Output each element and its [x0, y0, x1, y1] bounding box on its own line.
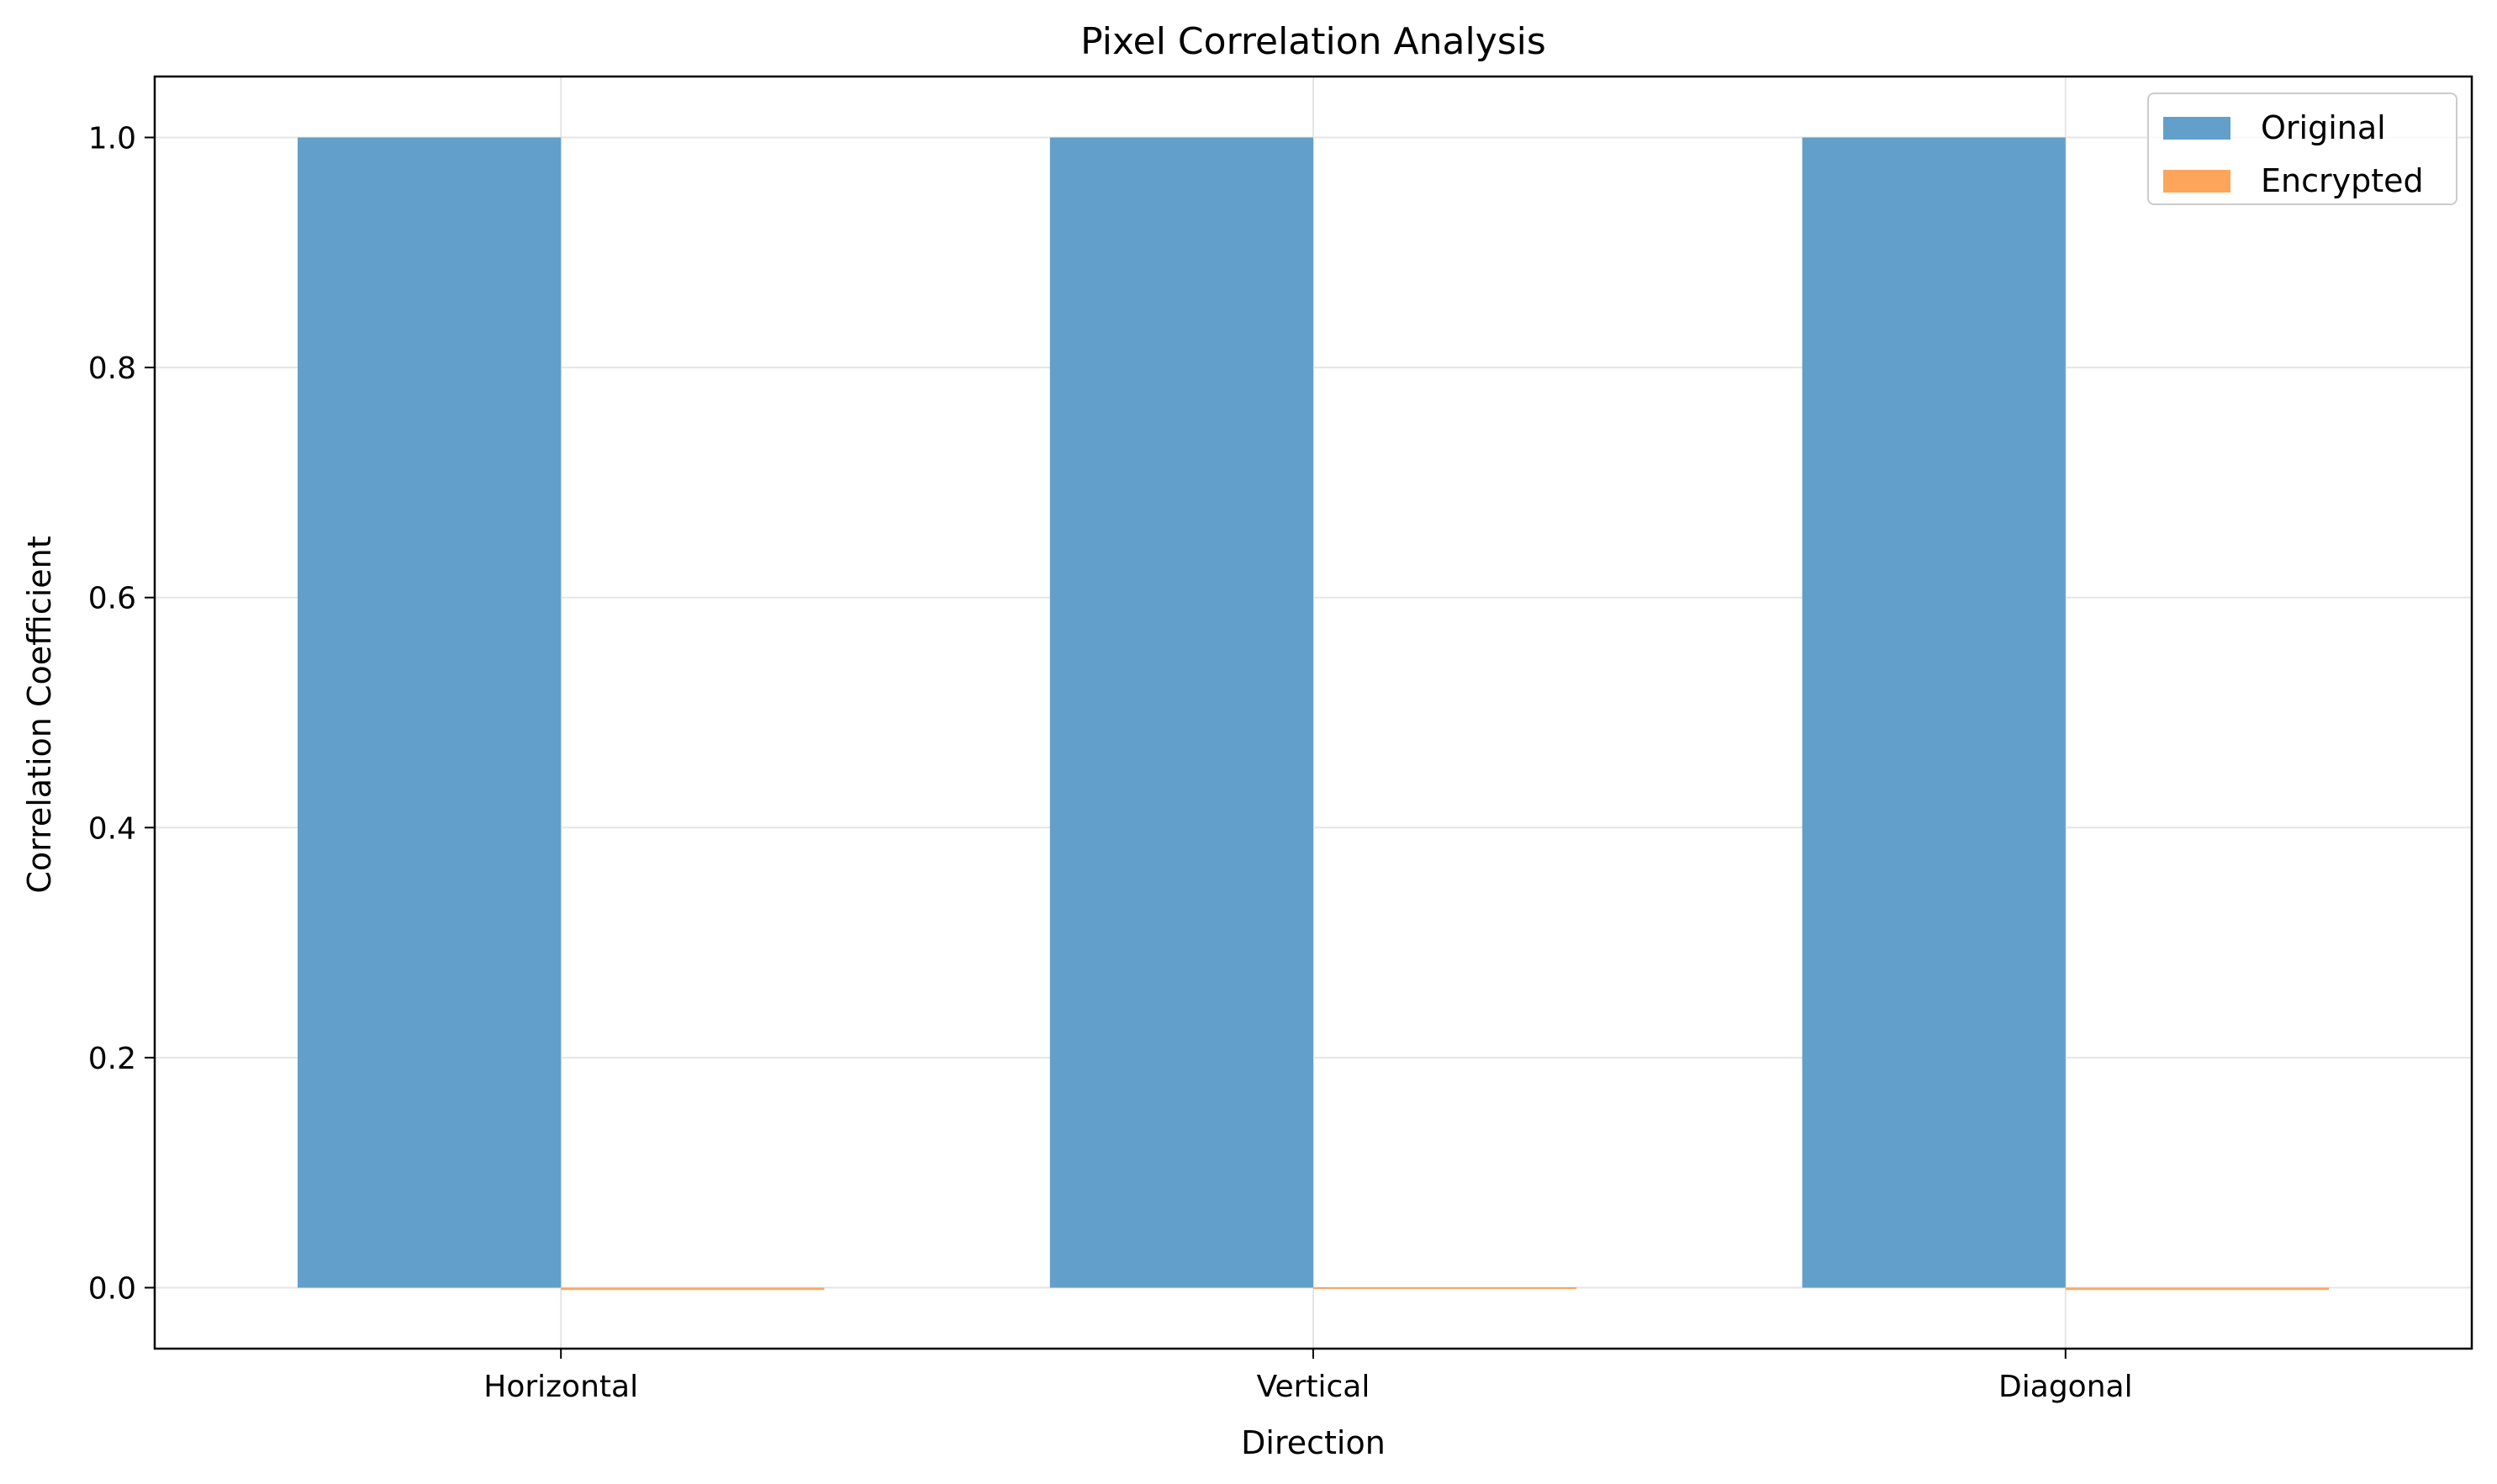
x-tick-label: Diagonal — [1998, 1370, 2133, 1404]
legend-label-original: Original — [2261, 109, 2386, 146]
bar-encrypted-vertical — [1313, 1286, 1577, 1289]
y-tick-label: 0.8 — [88, 351, 136, 386]
y-tick-label: 0.6 — [88, 582, 136, 616]
y-tick-label: 1.0 — [88, 122, 136, 156]
bar-original-vertical — [1049, 137, 1313, 1288]
x-tick-label: Vertical — [1257, 1370, 1370, 1404]
legend-label-encrypted: Encrypted — [2261, 162, 2424, 199]
legend-swatch-original — [2163, 117, 2230, 140]
y-tick-label: 0.4 — [88, 811, 136, 846]
legend-swatch-encrypted — [2163, 170, 2230, 193]
y-axis-label: Correlation Coefficient — [21, 536, 58, 893]
bars — [298, 137, 2329, 1291]
x-axis: Horizontal Vertical Diagonal — [483, 1349, 2133, 1404]
bar-encrypted-horizontal — [561, 1287, 825, 1291]
chart-title: Pixel Correlation Analysis — [1080, 20, 1546, 63]
bar-encrypted-diagonal — [2065, 1287, 2329, 1291]
y-tick-label: 0.2 — [88, 1042, 136, 1076]
y-tick-label: 0.0 — [88, 1271, 136, 1306]
bar-original-horizontal — [298, 137, 562, 1288]
x-axis-label: Direction — [1241, 1424, 1386, 1461]
y-axis: 0.0 0.2 0.4 0.6 0.8 1.0 — [88, 122, 155, 1306]
bar-original-diagonal — [1802, 137, 2066, 1288]
legend: Original Encrypted — [2147, 92, 2457, 205]
x-tick-label: Horizontal — [483, 1370, 638, 1404]
